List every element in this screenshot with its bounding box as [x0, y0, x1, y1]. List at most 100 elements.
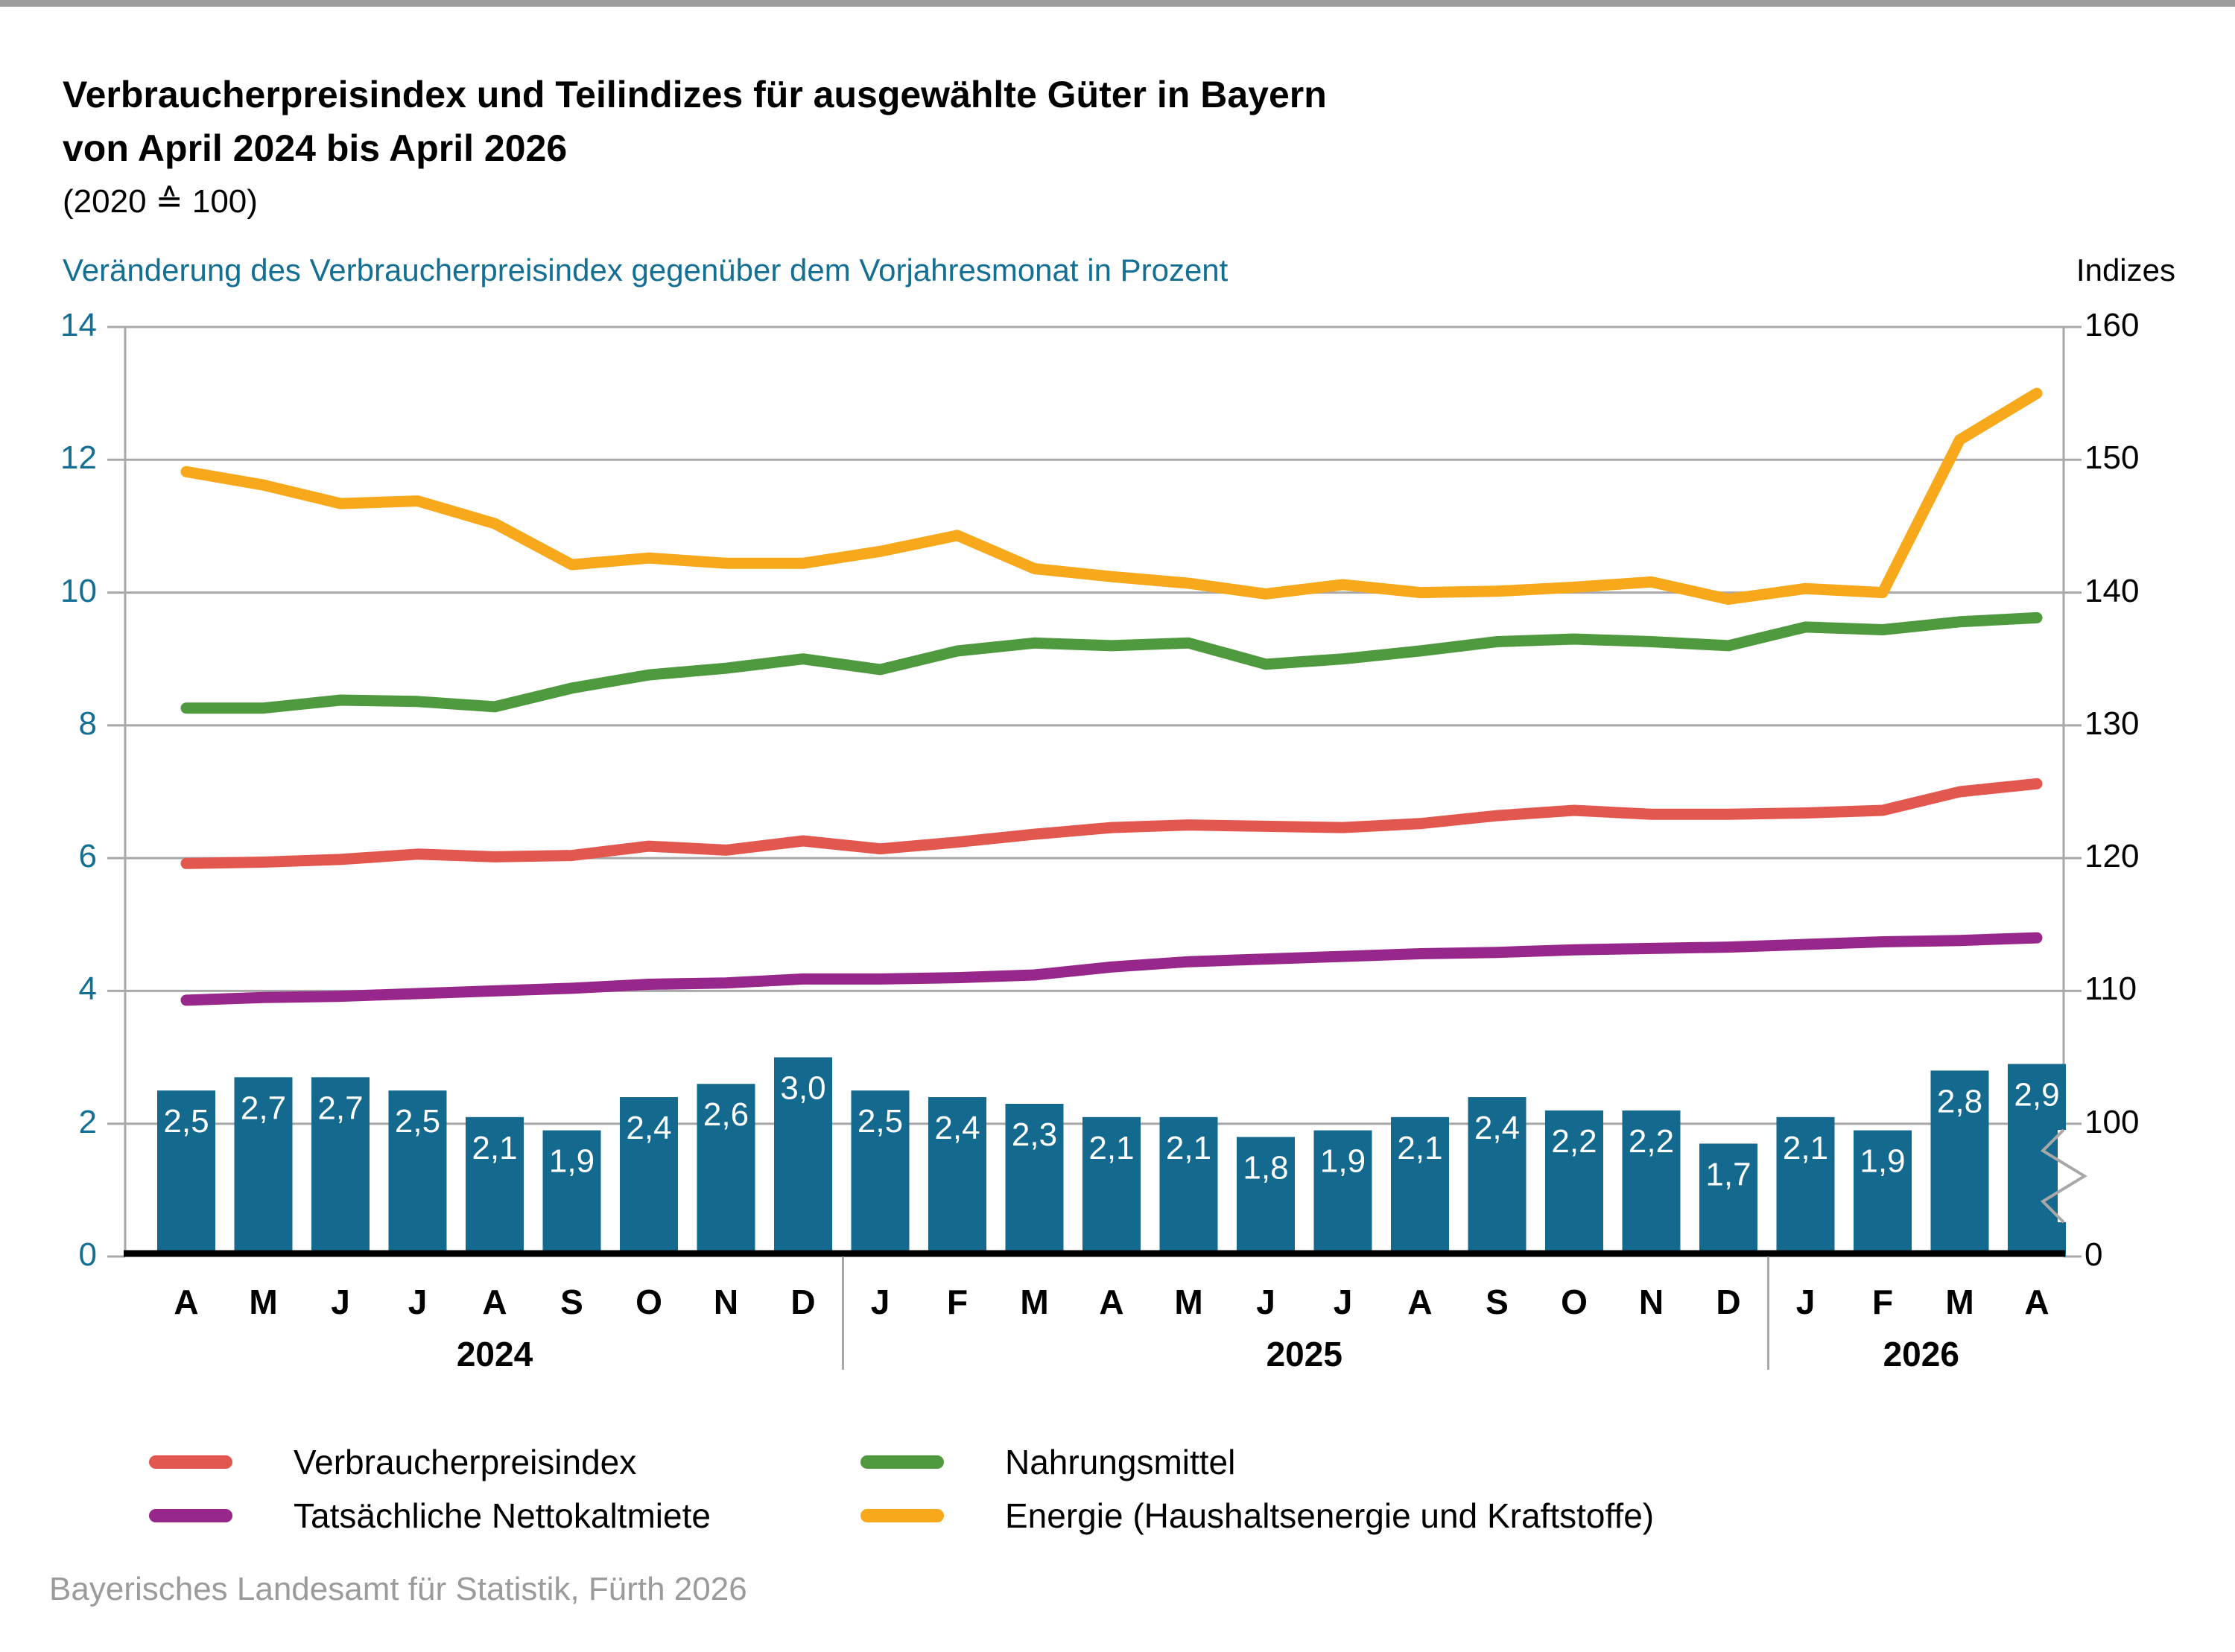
- right-axis-tick: 130: [2085, 705, 2140, 742]
- bar-value-label: 2,4: [1474, 1110, 1520, 1146]
- bar-value-label: 1,9: [1860, 1143, 1905, 1180]
- month-label: A: [2024, 1283, 2049, 1321]
- legend: Verbraucherpreisindex Nahrungsmittel Tatsä…: [149, 1435, 1654, 1543]
- bar: [1313, 1130, 1372, 1257]
- bar-value-label: 2,5: [395, 1103, 440, 1140]
- legend-swatch-icon: [149, 1455, 232, 1469]
- bar-value-label: 1,9: [1320, 1143, 1366, 1180]
- year-label: 2025: [1266, 1335, 1342, 1373]
- left-axis-title: Veränderung des Verbraucherpreisindex ge…: [63, 252, 1229, 287]
- legend-label: Energie (Haushaltsenergie und Kraftstoff…: [1005, 1496, 1655, 1535]
- left-axis-tick: 14: [60, 307, 97, 343]
- bar: [620, 1097, 678, 1257]
- axis-break-mask: [2058, 1130, 2070, 1222]
- bar-value-label: 2,1: [1166, 1130, 1211, 1166]
- bar: [697, 1084, 755, 1257]
- year-label: 2024: [456, 1335, 533, 1373]
- month-label: M: [249, 1283, 278, 1321]
- legend-swatch-icon: [860, 1509, 944, 1522]
- bar: [1930, 1070, 1989, 1257]
- bar: [1468, 1097, 1527, 1257]
- legend-row: Verbraucherpreisindex Nahrungsmittel: [149, 1435, 1654, 1489]
- legend-label: Verbraucherpreisindex: [294, 1443, 637, 1481]
- right-axis-tick: 140: [2085, 572, 2140, 609]
- legend-item: Nahrungsmittel: [860, 1442, 1235, 1482]
- month-label: A: [482, 1283, 507, 1321]
- bar: [1854, 1130, 1912, 1257]
- right-axis-tick-zero: 0: [2085, 1236, 2103, 1273]
- left-axis-tick: 2: [78, 1103, 97, 1140]
- bar: [1622, 1110, 1681, 1257]
- month-label: A: [1099, 1283, 1124, 1321]
- month-label: F: [946, 1283, 968, 1321]
- plot-area: 2,5 2,7 2,7 2,5 2,1 1,9 2,4 2,6 3,0 2,5 2,4 2,3 2,1 2…: [107, 325, 2087, 1258]
- month-label: A: [174, 1283, 199, 1321]
- bar-value-label: 1,9: [549, 1143, 595, 1180]
- bar-value-label: 2,8: [1937, 1083, 1982, 1119]
- bar-value-label: 2,5: [857, 1103, 903, 1140]
- bar: [466, 1116, 524, 1257]
- year-divider: [841, 1257, 844, 1370]
- bar-value-label: 1,7: [1705, 1156, 1751, 1192]
- left-axis-tick: 0: [78, 1236, 97, 1273]
- bar: [542, 1130, 601, 1257]
- line-series: [180, 778, 2043, 869]
- left-axis-tick: 8: [78, 705, 97, 742]
- legend-item: Energie (Haushaltsenergie und Kraftstoff…: [860, 1496, 1654, 1536]
- bar-value-label: 2,3: [1012, 1116, 1057, 1153]
- bar-value-label: 2,6: [703, 1096, 749, 1133]
- line-series: [180, 387, 2043, 605]
- bar: [1776, 1116, 1835, 1257]
- bar-value-label: 3,0: [780, 1070, 825, 1107]
- month-label: J: [1333, 1283, 1353, 1321]
- left-axis-tick: 6: [78, 838, 97, 875]
- bar-value-label: 2,2: [1551, 1123, 1597, 1160]
- month-label: J: [331, 1283, 350, 1321]
- bar: [851, 1090, 910, 1257]
- bar-value-label: 2,1: [472, 1130, 517, 1166]
- month-label: S: [1486, 1283, 1509, 1321]
- month-label: N: [1638, 1283, 1664, 1321]
- left-axis-tick: 10: [60, 572, 97, 609]
- bar: [1005, 1103, 1064, 1257]
- bar: [1545, 1110, 1603, 1257]
- base-year-note: (2020 ≙ 100): [63, 183, 258, 220]
- bar: [928, 1097, 986, 1257]
- left-axis-tick: 4: [78, 970, 97, 1008]
- bar: [388, 1090, 447, 1257]
- right-axis-tick: 100: [2085, 1103, 2140, 1140]
- bar-value-label: 2,2: [1629, 1123, 1674, 1160]
- legend-item: Tatsächliche Nettokaltmiete: [149, 1496, 860, 1536]
- chart-title: Verbraucherpreisindex und Teilindizes fü…: [63, 74, 1327, 169]
- month-label: J: [1795, 1283, 1816, 1321]
- month-label: D: [1716, 1283, 1741, 1321]
- month-label: M: [1945, 1283, 1974, 1321]
- bar-value-label: 1,8: [1243, 1150, 1288, 1186]
- legend-label: Nahrungsmittel: [1005, 1443, 1236, 1481]
- bar: [234, 1077, 293, 1257]
- legend-row: Tatsächliche Nettokaltmiete Energie (Haus…: [149, 1489, 1654, 1543]
- right-axis-tick: 150: [2085, 439, 2140, 477]
- bar: [1237, 1137, 1295, 1257]
- bar-value-label: 2,4: [626, 1110, 671, 1146]
- bar-value-label: 2,1: [1783, 1130, 1828, 1166]
- bar: [774, 1057, 832, 1257]
- year-divider: [1766, 1257, 1769, 1370]
- bar: [1391, 1116, 1449, 1257]
- bar-value-label: 2,1: [1088, 1130, 1134, 1166]
- month-label: F: [1871, 1283, 1894, 1321]
- right-axis-tick: 120: [2085, 838, 2140, 875]
- source-note: Bayerisches Landesamt für Statistik, Für…: [49, 1571, 747, 1607]
- bar: [311, 1077, 370, 1257]
- month-label: J: [1256, 1283, 1275, 1321]
- bar-value-label: 2,5: [163, 1103, 209, 1140]
- bar-value-label: 2,7: [317, 1090, 363, 1126]
- right-axis-title: Indizes: [2076, 252, 2175, 287]
- bar: [1082, 1116, 1141, 1257]
- month-label: M: [1174, 1283, 1203, 1321]
- legend-label: Tatsächliche Nettokaltmiete: [294, 1496, 711, 1535]
- month-label: N: [713, 1283, 739, 1321]
- bar: [157, 1090, 215, 1257]
- month-label: A: [1407, 1283, 1433, 1321]
- left-axis-tick: 12: [60, 439, 97, 477]
